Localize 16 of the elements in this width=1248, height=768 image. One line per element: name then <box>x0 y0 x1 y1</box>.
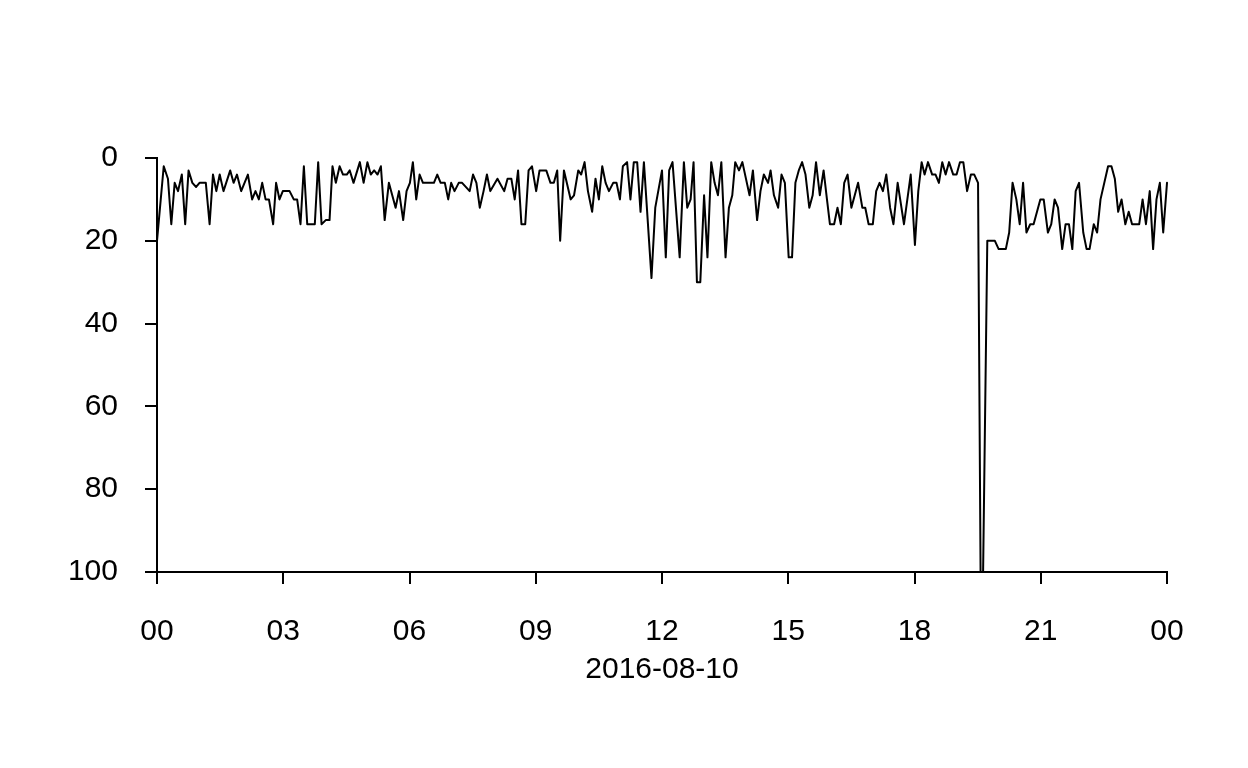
y-tick-label: 80 <box>84 470 118 504</box>
y-tick-label: 100 <box>67 553 118 587</box>
x-tick-label: 21 <box>1024 613 1058 647</box>
y-tick-label: 0 <box>101 139 118 173</box>
x-tick-label: 00 <box>140 613 174 647</box>
y-tick-label: 40 <box>84 304 118 338</box>
x-tick-label: 18 <box>897 613 932 647</box>
x-tick-label: 09 <box>519 613 553 647</box>
x-axis-title: 2016-08-10 <box>585 651 739 685</box>
y-tick-label: 60 <box>84 387 118 421</box>
x-tick-label: 03 <box>266 613 300 647</box>
y-tick-label: 20 <box>84 222 118 256</box>
x-tick-label: 12 <box>645 613 679 647</box>
x-tick-label: 15 <box>771 613 805 647</box>
x-tick-label: 06 <box>392 613 427 647</box>
x-tick-label: 00 <box>1150 613 1184 647</box>
